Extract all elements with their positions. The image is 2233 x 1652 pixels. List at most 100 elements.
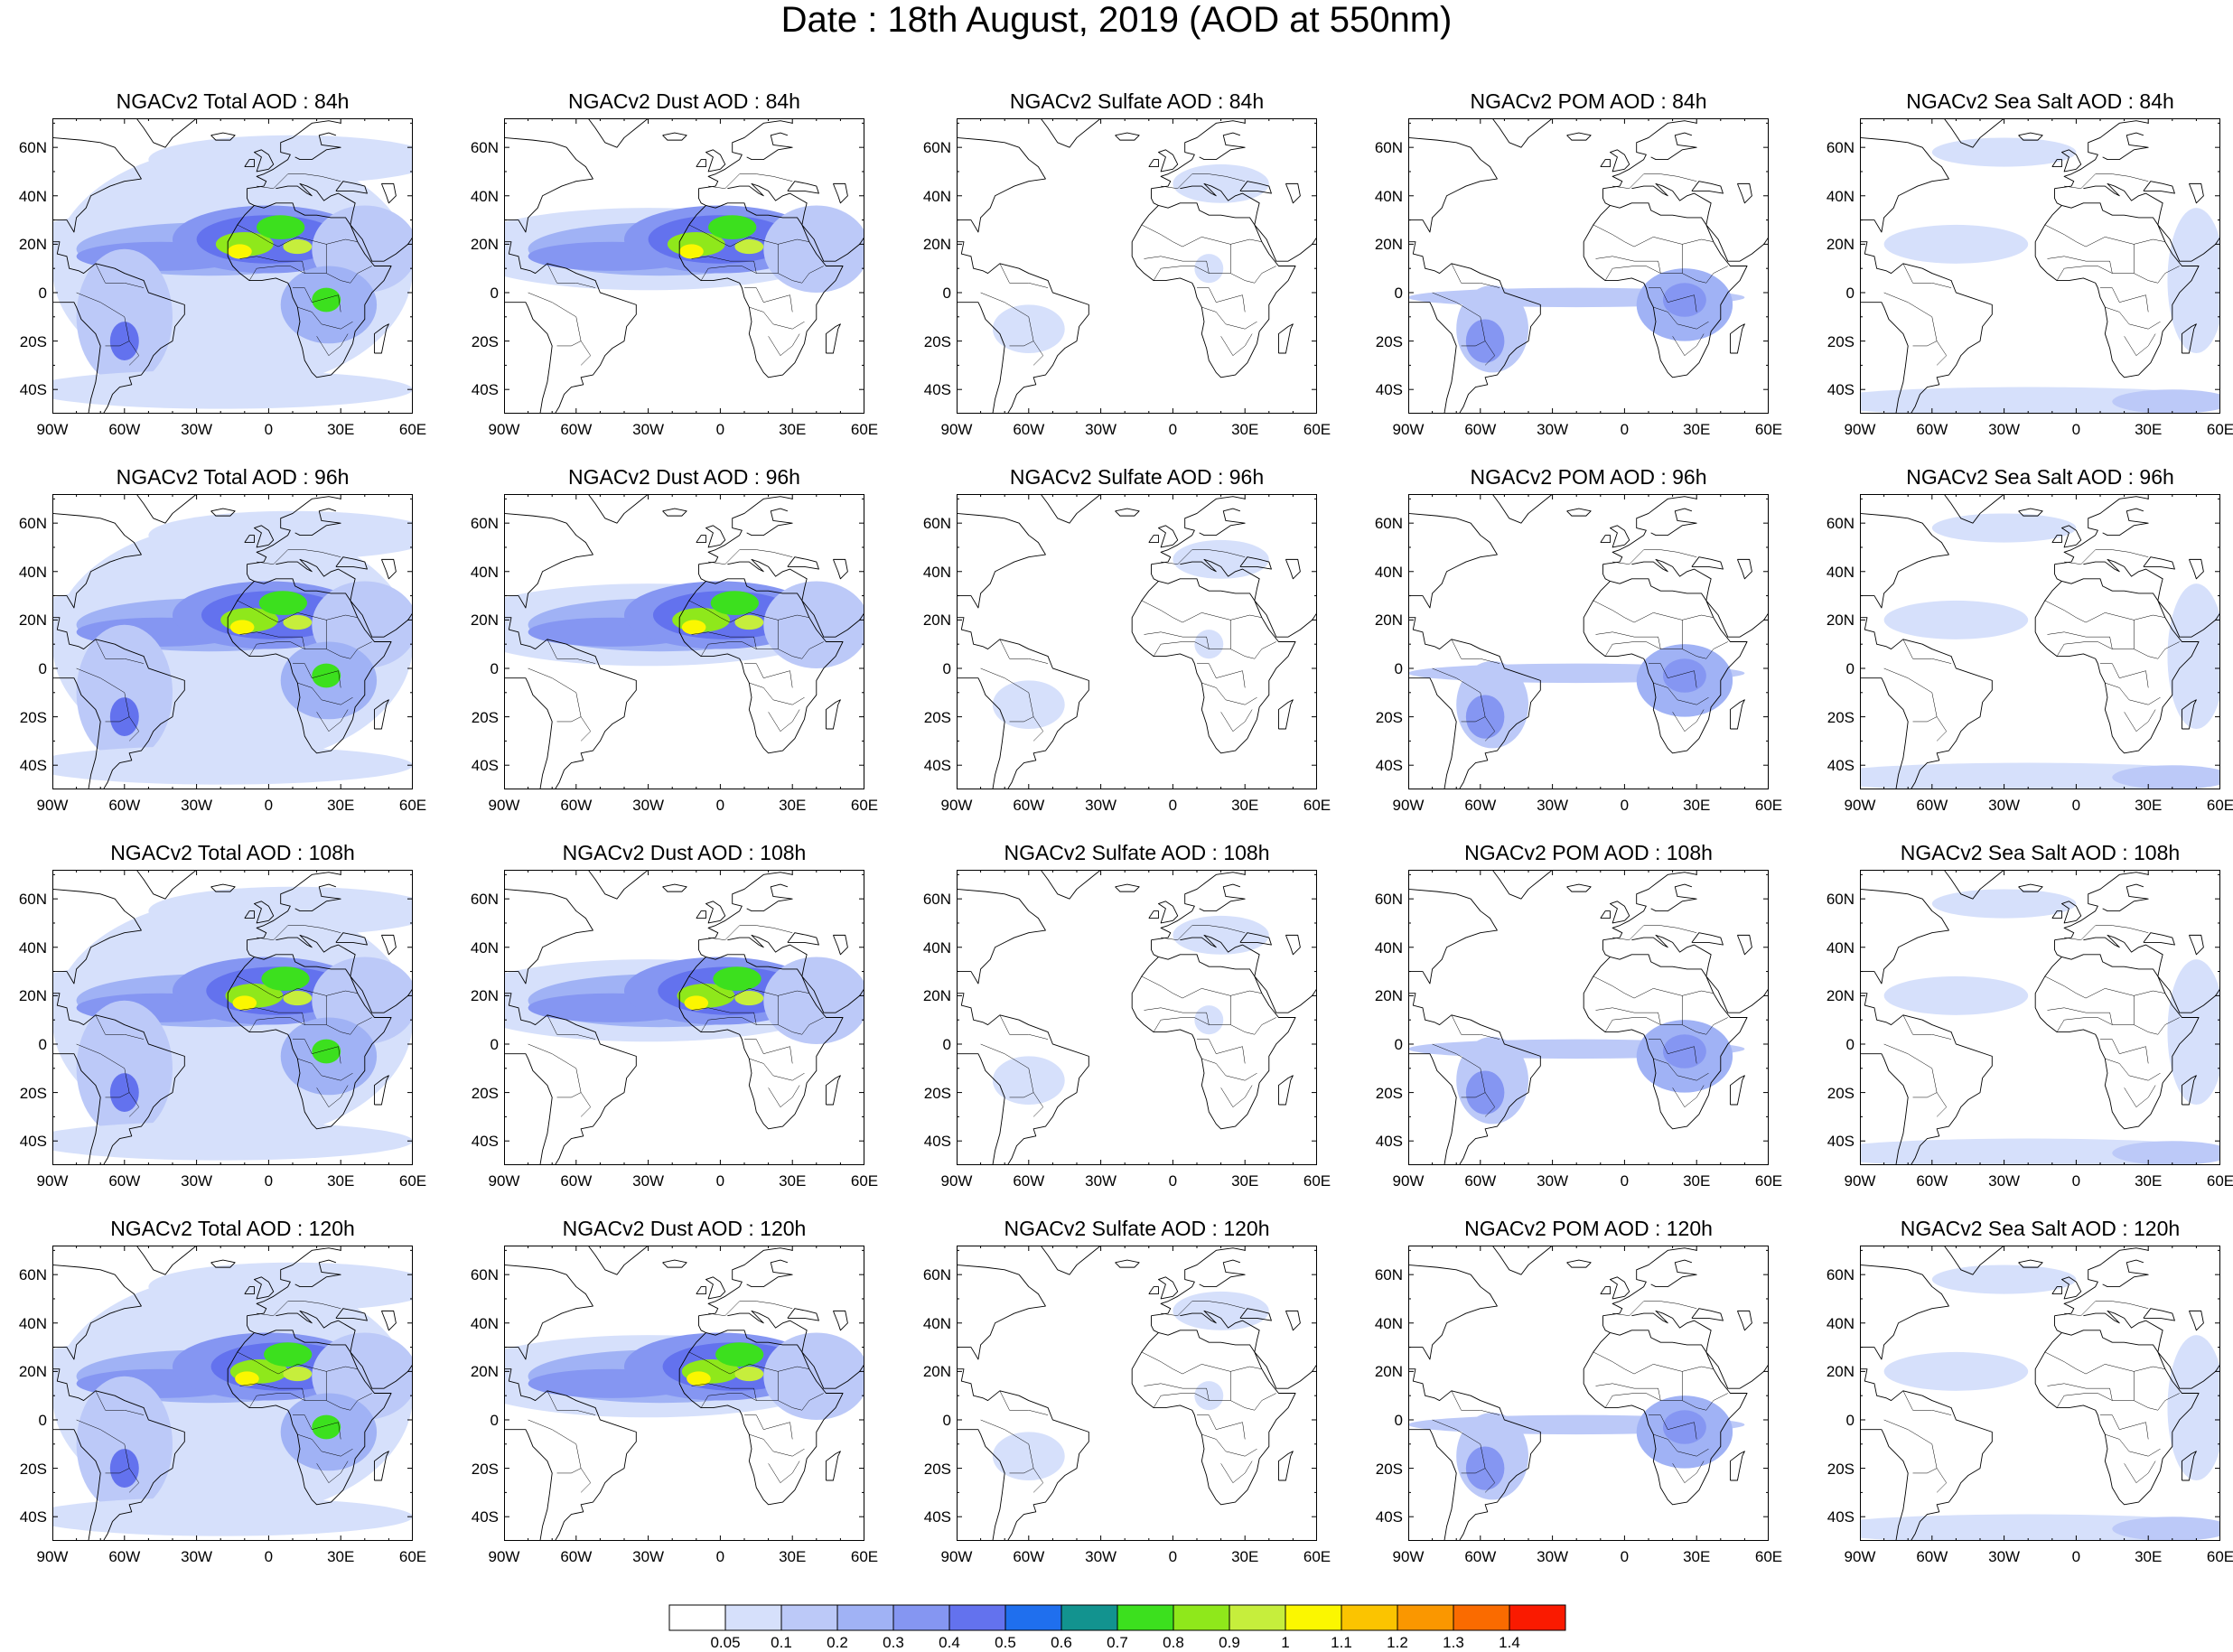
panel-title: NGACv2 POM AOD : 96h (1470, 465, 1707, 489)
country-border (547, 1390, 596, 1415)
coastlines (1408, 1246, 1769, 1541)
x-tick-label: 30E (2135, 797, 2163, 814)
country-border (580, 716, 592, 742)
aod-contour (992, 304, 1065, 353)
aod-contour (1931, 513, 2077, 543)
coastline (253, 1276, 275, 1300)
country-border (1883, 1043, 1938, 1098)
coastlines (957, 1246, 1317, 1541)
aod-contour (763, 957, 864, 1044)
country-border (2064, 1301, 2149, 1316)
coastline (2181, 1451, 2197, 1481)
map-frame (504, 494, 864, 789)
y-tick-label: 60N (470, 1266, 499, 1284)
x-tick-label: 30W (181, 797, 213, 814)
aod-contour (1883, 600, 2029, 639)
country-border (257, 173, 341, 189)
map-frame (504, 870, 864, 1165)
coastline (253, 901, 275, 924)
aod-field (1408, 268, 1745, 373)
coastline (662, 508, 687, 517)
coastline (52, 1053, 101, 1165)
country-border (1432, 1043, 1486, 1098)
x-tick-label: 30E (327, 1548, 355, 1565)
coastline (1408, 677, 1457, 789)
aod-contour (52, 369, 413, 409)
coastlines (1408, 494, 1769, 789)
aod-field (992, 163, 1269, 353)
country-border (1936, 1468, 1948, 1493)
y-tick-label: 20N (1826, 611, 1855, 630)
country-border (76, 292, 130, 347)
tick-marks (1408, 494, 1769, 789)
x-tick-label: 30W (1085, 1548, 1117, 1565)
x-tick-label: 0 (264, 797, 274, 814)
colorbar-label: 1.1 (1331, 1634, 1352, 1651)
country-border (2124, 333, 2156, 357)
y-tick-label: 0 (490, 284, 499, 302)
coastline (1691, 932, 1724, 946)
coastline (1691, 556, 1724, 570)
coastlines (1408, 870, 1769, 1165)
panel-title: NGACv2 Total AOD : 96h (116, 465, 350, 489)
country-border (688, 1351, 779, 1401)
x-tick-label: 60W (108, 1548, 141, 1565)
aod-contour (232, 995, 257, 1011)
map-frame (1408, 870, 1769, 1165)
x-tick-label: 0 (264, 421, 274, 438)
x-tick-label: 90W (488, 797, 520, 814)
coastline (1151, 1247, 1246, 1317)
aod-contour (715, 1342, 764, 1367)
country-border (744, 287, 793, 313)
y-tick-label: 20S (923, 332, 951, 350)
aod-field (52, 886, 413, 1161)
coastline (1180, 934, 1260, 977)
x-tick-label: 60E (398, 1548, 427, 1565)
coastline (135, 1246, 197, 1275)
country-border (1153, 1393, 1210, 1408)
colorbar-label: 1.3 (1443, 1634, 1464, 1651)
country-border (257, 1301, 341, 1316)
x-tick-label: 60W (1464, 421, 1497, 438)
coastline (678, 939, 844, 1130)
country-border (257, 925, 341, 940)
country-border (1451, 263, 1500, 288)
aod-contour (264, 1342, 313, 1367)
coastline (2143, 932, 2175, 946)
country-border (1197, 287, 1246, 313)
aod-field (1860, 1265, 2220, 1541)
coastline (1705, 600, 1769, 638)
y-tick-label: 20N (18, 987, 47, 1005)
y-tick-label: 20N (470, 1363, 499, 1381)
coastline (587, 1246, 649, 1275)
coastline (2060, 901, 2082, 924)
coastline (1631, 558, 1712, 602)
x-tick-label: 30E (779, 1548, 807, 1565)
x-tick-label: 30W (1537, 421, 1569, 438)
x-tick-label: 30W (632, 797, 665, 814)
coastline (504, 302, 553, 414)
coastline (1737, 1310, 1752, 1331)
country-border (1141, 600, 1231, 649)
x-tick-label: 30W (632, 1172, 665, 1190)
coastline (2189, 934, 2204, 956)
coastline (746, 1259, 793, 1288)
y-tick-label: 0 (38, 1411, 47, 1429)
y-tick-label: 0 (490, 1035, 499, 1053)
country-border (326, 266, 372, 284)
x-tick-label: 30E (1683, 421, 1711, 438)
y-tick-label: 20S (923, 708, 951, 726)
tick-marks (1408, 1246, 1769, 1541)
country-border (778, 1366, 809, 1372)
coastline (335, 1308, 368, 1321)
coastline (662, 1259, 687, 1268)
coastline (1157, 525, 1179, 548)
tick-marks (957, 1246, 1317, 1541)
y-tick-label: 60N (1374, 515, 1403, 533)
country-border (1883, 1419, 1938, 1474)
borders (528, 1301, 824, 1493)
tick-marks (1408, 118, 1769, 414)
aod-contour (2112, 389, 2220, 414)
country-border (528, 1419, 582, 1474)
panel-title: NGACv2 POM AOD : 120h (1464, 1217, 1713, 1240)
